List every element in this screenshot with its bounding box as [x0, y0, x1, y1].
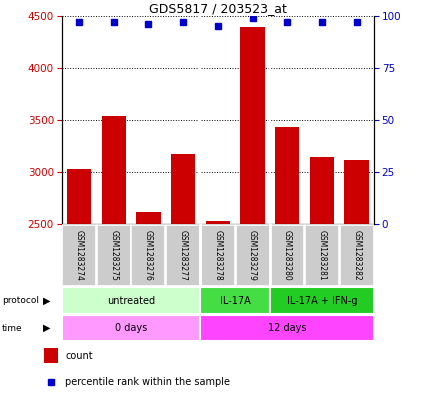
- FancyBboxPatch shape: [97, 225, 131, 286]
- Text: GSM1283277: GSM1283277: [179, 230, 187, 281]
- FancyBboxPatch shape: [305, 225, 339, 286]
- Text: 12 days: 12 days: [268, 323, 307, 333]
- FancyBboxPatch shape: [235, 225, 270, 286]
- Bar: [310, 157, 334, 393]
- FancyBboxPatch shape: [62, 315, 201, 342]
- FancyBboxPatch shape: [340, 225, 374, 286]
- FancyBboxPatch shape: [201, 225, 235, 286]
- Text: ▶: ▶: [43, 296, 51, 306]
- Text: GSM1283274: GSM1283274: [74, 230, 84, 281]
- Text: GSM1283280: GSM1283280: [283, 230, 292, 281]
- Bar: [240, 27, 265, 393]
- Text: protocol: protocol: [2, 296, 39, 305]
- Text: GSM1283276: GSM1283276: [144, 230, 153, 281]
- FancyBboxPatch shape: [166, 225, 200, 286]
- Bar: [171, 154, 195, 393]
- Bar: [275, 127, 299, 393]
- FancyBboxPatch shape: [201, 315, 374, 342]
- Bar: [44, 348, 58, 364]
- Text: time: time: [2, 324, 23, 332]
- Bar: [345, 160, 369, 393]
- FancyBboxPatch shape: [62, 225, 96, 286]
- Text: GSM1283281: GSM1283281: [317, 230, 326, 281]
- Text: GSM1283282: GSM1283282: [352, 230, 361, 281]
- Text: count: count: [65, 351, 93, 361]
- Text: GSM1283279: GSM1283279: [248, 230, 257, 281]
- Text: GSM1283275: GSM1283275: [109, 230, 118, 281]
- Text: ▶: ▶: [43, 323, 51, 333]
- Text: 0 days: 0 days: [115, 323, 147, 333]
- Title: GDS5817 / 203523_at: GDS5817 / 203523_at: [149, 2, 287, 15]
- Text: GSM1283278: GSM1283278: [213, 230, 222, 281]
- Text: IL-17A + IFN-g: IL-17A + IFN-g: [287, 296, 357, 306]
- FancyBboxPatch shape: [62, 287, 201, 314]
- Bar: [205, 221, 230, 393]
- FancyBboxPatch shape: [270, 287, 374, 314]
- FancyBboxPatch shape: [201, 287, 270, 314]
- Bar: [102, 116, 126, 393]
- FancyBboxPatch shape: [270, 225, 304, 286]
- FancyBboxPatch shape: [132, 225, 165, 286]
- Bar: [67, 169, 91, 393]
- Text: percentile rank within the sample: percentile rank within the sample: [65, 377, 230, 387]
- Text: IL-17A: IL-17A: [220, 296, 250, 306]
- Bar: [136, 211, 161, 393]
- Text: untreated: untreated: [107, 296, 155, 306]
